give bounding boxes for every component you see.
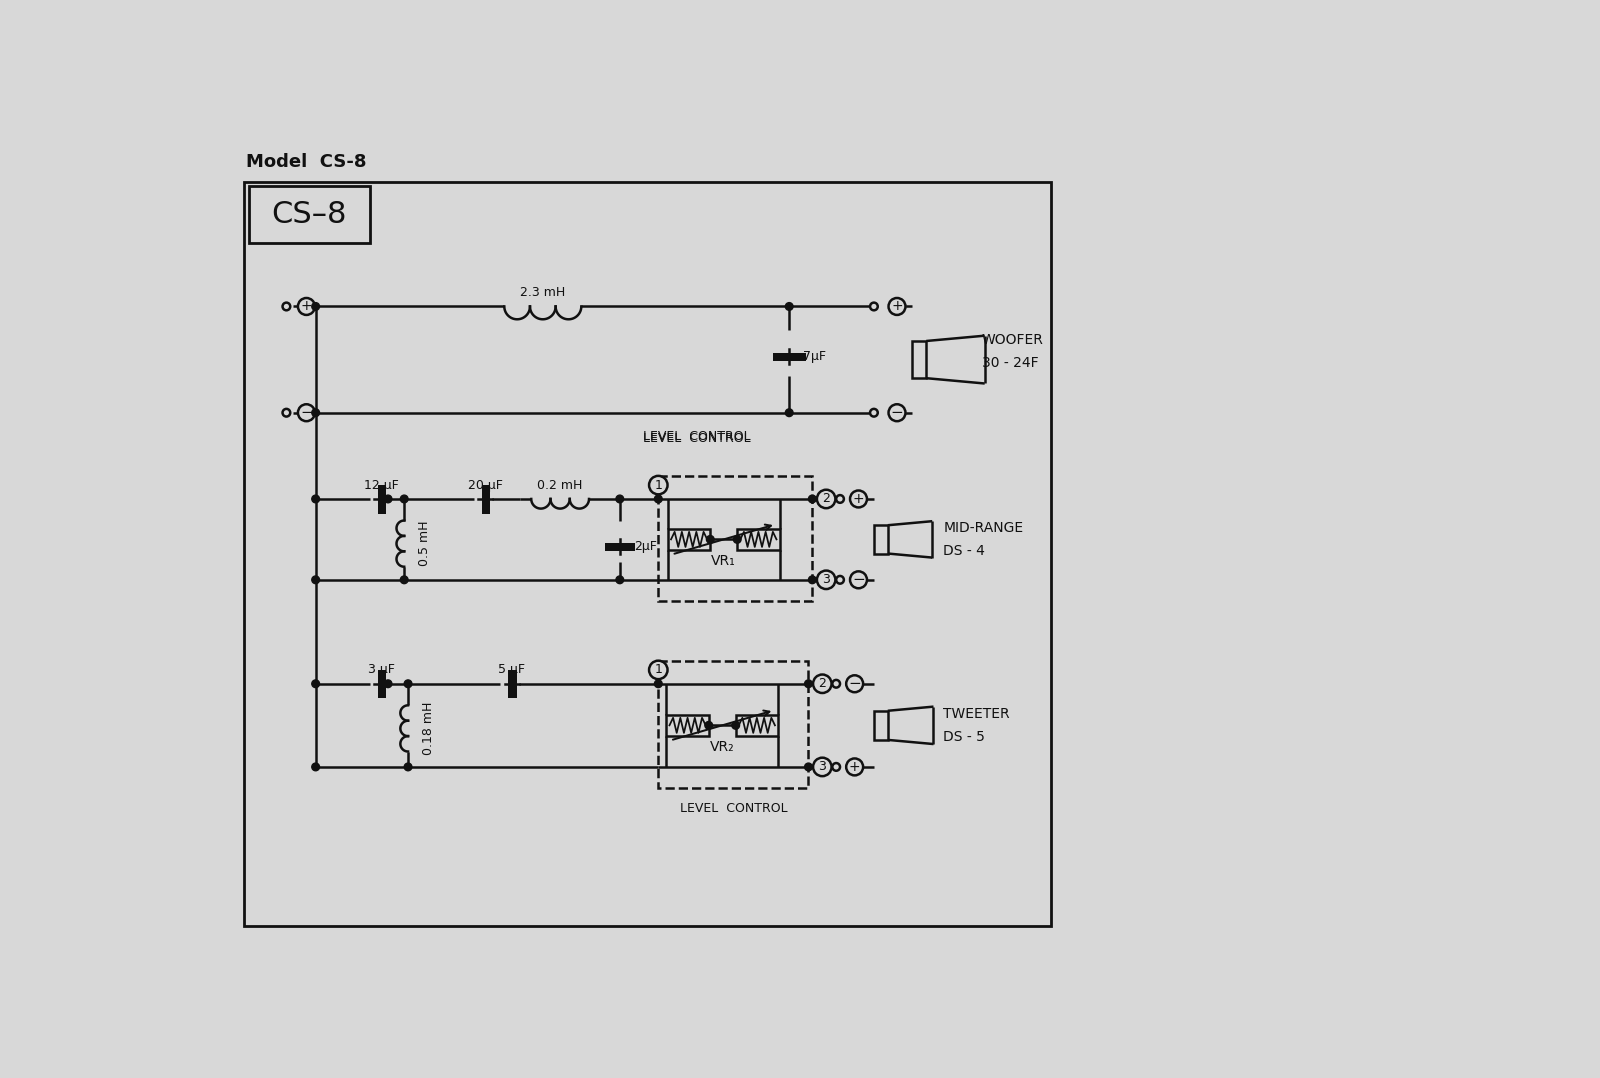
Text: −: − bbox=[848, 676, 861, 691]
Text: +: + bbox=[891, 300, 902, 314]
Circle shape bbox=[405, 763, 411, 771]
Circle shape bbox=[818, 570, 835, 589]
Text: LEVEL  CONTROL: LEVEL CONTROL bbox=[680, 802, 787, 815]
Text: 5 μF: 5 μF bbox=[499, 663, 525, 676]
Circle shape bbox=[650, 661, 667, 679]
Circle shape bbox=[818, 489, 835, 508]
Circle shape bbox=[888, 298, 906, 315]
Text: 3 μF: 3 μF bbox=[368, 663, 395, 676]
Text: LEVEL  CONTROL: LEVEL CONTROL bbox=[643, 430, 750, 443]
Bar bbox=[658, 475, 813, 602]
Text: 2: 2 bbox=[818, 677, 826, 690]
Circle shape bbox=[312, 303, 320, 310]
Circle shape bbox=[846, 675, 862, 692]
Circle shape bbox=[805, 763, 813, 771]
Circle shape bbox=[832, 680, 840, 688]
Circle shape bbox=[786, 303, 794, 310]
Circle shape bbox=[805, 680, 813, 688]
Bar bbox=[736, 715, 778, 736]
Circle shape bbox=[283, 409, 290, 416]
Text: +: + bbox=[850, 760, 861, 774]
Text: VR₁: VR₁ bbox=[712, 554, 736, 568]
Circle shape bbox=[870, 409, 878, 416]
Text: 0.18 mH: 0.18 mH bbox=[422, 702, 435, 755]
Circle shape bbox=[616, 576, 624, 583]
Text: −: − bbox=[853, 572, 866, 588]
Circle shape bbox=[731, 721, 739, 729]
Circle shape bbox=[283, 303, 290, 310]
Text: −: − bbox=[891, 405, 904, 420]
Text: −: − bbox=[301, 405, 312, 420]
Circle shape bbox=[786, 409, 794, 416]
Circle shape bbox=[707, 536, 714, 543]
Text: 0.5 mH: 0.5 mH bbox=[418, 521, 430, 566]
Circle shape bbox=[312, 495, 320, 502]
Circle shape bbox=[808, 576, 816, 583]
Circle shape bbox=[733, 536, 741, 543]
Bar bbox=[667, 528, 710, 550]
Text: Model  CS-8: Model CS-8 bbox=[246, 153, 366, 170]
Circle shape bbox=[706, 721, 712, 729]
Circle shape bbox=[616, 495, 624, 502]
Bar bbox=[245, 182, 1051, 926]
Circle shape bbox=[846, 759, 862, 775]
Circle shape bbox=[813, 675, 832, 693]
Text: 20 μF: 20 μF bbox=[467, 479, 502, 492]
Text: 12 μF: 12 μF bbox=[363, 479, 398, 492]
Circle shape bbox=[654, 680, 662, 688]
Text: 2: 2 bbox=[822, 493, 830, 506]
Text: CS–8: CS–8 bbox=[272, 201, 347, 230]
Circle shape bbox=[808, 495, 816, 502]
Circle shape bbox=[654, 495, 662, 502]
Text: TWEETER
DS - 5: TWEETER DS - 5 bbox=[944, 707, 1010, 744]
Circle shape bbox=[837, 495, 843, 502]
Text: 3: 3 bbox=[822, 573, 830, 586]
Circle shape bbox=[850, 571, 867, 589]
Bar bbox=[666, 715, 709, 736]
Circle shape bbox=[400, 576, 408, 583]
Text: +: + bbox=[301, 300, 312, 314]
Circle shape bbox=[870, 303, 878, 310]
Text: 7μF: 7μF bbox=[803, 350, 826, 363]
Text: 1: 1 bbox=[654, 663, 662, 676]
Text: 2μF: 2μF bbox=[634, 540, 656, 553]
Bar bbox=[738, 528, 779, 550]
Bar bbox=[248, 186, 370, 244]
Circle shape bbox=[850, 490, 867, 508]
Text: 1: 1 bbox=[654, 479, 662, 492]
Circle shape bbox=[832, 763, 840, 771]
Circle shape bbox=[384, 680, 392, 688]
Circle shape bbox=[298, 404, 315, 421]
Circle shape bbox=[298, 298, 315, 315]
Text: 0.2 mH: 0.2 mH bbox=[538, 479, 582, 492]
Circle shape bbox=[813, 758, 832, 776]
Text: MID-RANGE
DS - 4: MID-RANGE DS - 4 bbox=[944, 521, 1024, 557]
Text: VR₂: VR₂ bbox=[710, 740, 734, 754]
Bar bbox=[874, 525, 888, 553]
Circle shape bbox=[312, 763, 320, 771]
Text: +: + bbox=[853, 492, 864, 506]
Circle shape bbox=[312, 680, 320, 688]
Circle shape bbox=[400, 495, 408, 502]
Circle shape bbox=[312, 409, 320, 416]
Text: LEVEL  CONTROL: LEVEL CONTROL bbox=[643, 432, 750, 445]
Bar bbox=[658, 661, 808, 788]
Text: WOOFER
30 - 24F: WOOFER 30 - 24F bbox=[982, 333, 1043, 370]
Circle shape bbox=[405, 680, 411, 688]
Circle shape bbox=[888, 404, 906, 421]
Circle shape bbox=[384, 495, 392, 502]
Bar bbox=[874, 710, 888, 740]
Text: 3: 3 bbox=[818, 760, 826, 773]
Bar bbox=[912, 341, 926, 378]
Circle shape bbox=[837, 576, 843, 583]
Circle shape bbox=[650, 475, 667, 495]
Circle shape bbox=[312, 576, 320, 583]
Text: 2.3 mH: 2.3 mH bbox=[520, 286, 565, 299]
